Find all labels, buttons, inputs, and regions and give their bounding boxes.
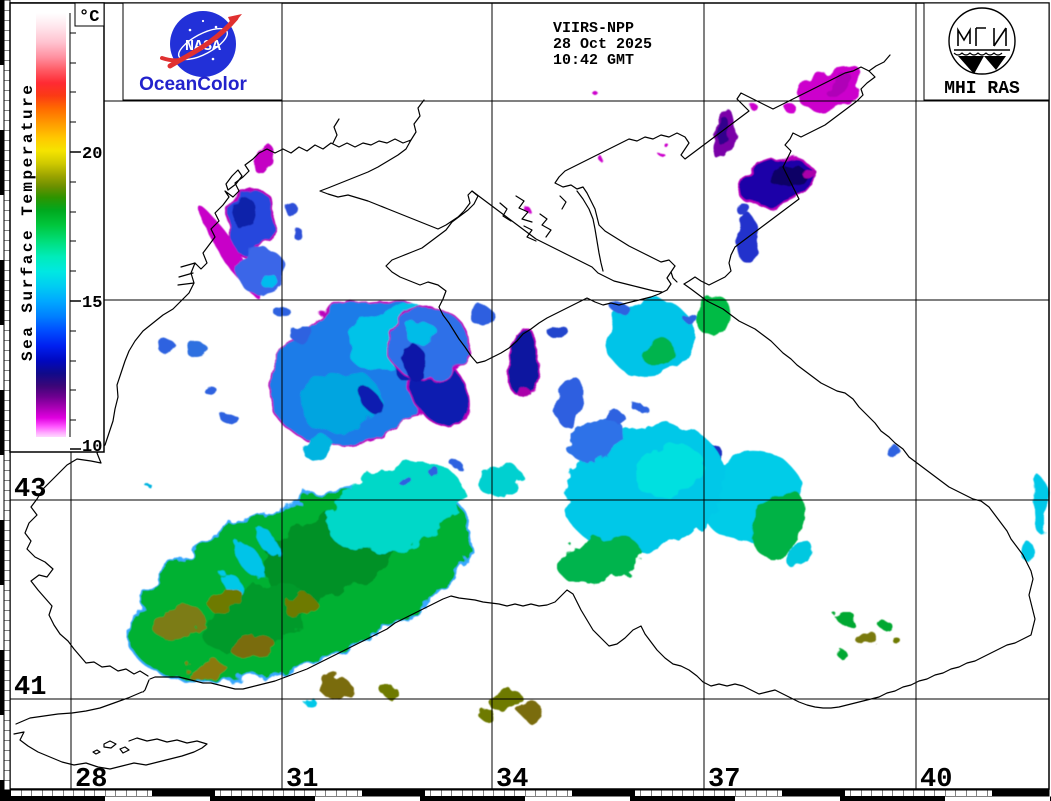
longitude-label: 28 xyxy=(75,765,107,795)
sst-data-field xyxy=(128,64,1048,720)
nasa-swoosh xyxy=(167,15,239,69)
marmara-islands xyxy=(92,740,130,755)
longitude-label: 34 xyxy=(496,765,528,795)
colorbar-tick-label: 20 xyxy=(82,145,102,164)
latitude-labels: 43 41 xyxy=(14,475,46,703)
bug-river xyxy=(332,118,340,144)
longitude-label: 40 xyxy=(920,765,952,795)
danube-delta-arms xyxy=(177,262,196,286)
coastline xyxy=(13,54,1036,770)
don-river xyxy=(868,54,891,72)
marmara-north-shore xyxy=(15,691,143,725)
kerch-strait-detail xyxy=(670,271,678,283)
bottom-border-blocks xyxy=(0,796,1051,801)
latitude-label: 41 xyxy=(14,673,46,703)
sivash-lagoons xyxy=(499,195,567,242)
latitude-label: 43 xyxy=(14,475,46,505)
arabat-spit xyxy=(576,190,604,272)
longitude-label: 37 xyxy=(708,765,740,795)
oceancolor-label: OceanColor xyxy=(139,74,247,95)
bosphorus-strait xyxy=(142,679,150,693)
colorbar-title: Sea Surface Temperature xyxy=(19,83,37,361)
coast-west-crimea xyxy=(24,138,676,677)
mhi-logo-icon xyxy=(948,7,1016,75)
institute-label: MHI RAS xyxy=(944,79,1020,99)
satellite-label: VIIRS-NPP xyxy=(553,20,634,37)
dnieper-river xyxy=(410,99,425,141)
colorbar-unit: °C xyxy=(79,8,99,27)
nasa-box: NASA OceanColor xyxy=(122,2,283,101)
marmara-south-shore xyxy=(13,731,208,770)
lat-lon-grid xyxy=(10,3,1049,789)
mhi-box: MHI RAS xyxy=(923,2,1050,101)
corner-cell xyxy=(0,790,10,801)
colorbar-panel: 20 15 10 °C Sea Surface Temperature xyxy=(9,2,105,457)
colorbar-tick-label: 15 xyxy=(82,294,102,313)
colorbar-ticks: 20 15 10 xyxy=(70,32,102,457)
product-info: VIIRS-NPP 28 Oct 2025 10:42 GMT xyxy=(553,20,652,69)
coast-azov xyxy=(554,66,876,286)
dniester-lagoon xyxy=(225,169,243,191)
left-border-blocks xyxy=(0,0,4,790)
coast-east-south xyxy=(149,283,1036,709)
longitude-label: 31 xyxy=(286,765,318,795)
date-label: 28 Oct 2025 xyxy=(553,36,652,53)
left-border-comb xyxy=(3,0,11,791)
longitude-labels: 28 31 34 37 40 xyxy=(75,765,952,795)
nasa-logo-icon: NASA xyxy=(160,11,242,77)
time-label: 10:42 GMT xyxy=(553,52,634,69)
colorbar-tick-label: 10 xyxy=(82,438,102,457)
crimea-sivash-shore xyxy=(471,190,663,293)
colorbar-gradient xyxy=(36,13,66,437)
